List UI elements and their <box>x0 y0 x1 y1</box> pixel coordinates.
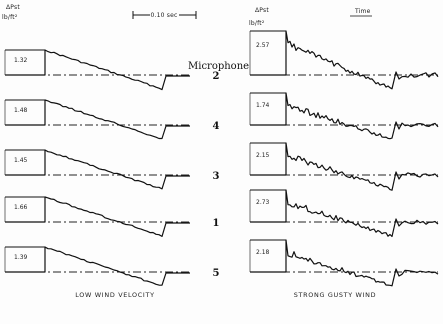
right-scale-label: Time <box>354 8 371 15</box>
pressure-trace <box>250 92 439 140</box>
pressure-trace <box>250 30 439 90</box>
microphone-number: 5 <box>213 268 220 279</box>
peak-value-label: 1.32 <box>14 57 28 64</box>
left-unit-label: lb/ft² <box>2 14 18 21</box>
pressure-trace <box>5 49 190 91</box>
pressure-trace <box>250 142 439 191</box>
right-delta-label: ΔPst <box>255 7 269 14</box>
peak-value-label: 2.73 <box>256 199 270 206</box>
left-time-scale: 0.10 sec <box>132 10 197 19</box>
microphone-title: Microphone <box>188 61 249 72</box>
pressure-trace <box>5 149 190 190</box>
microphone-number: 4 <box>213 121 220 132</box>
microphone-number-column: 2 4 3 1 5 <box>213 71 220 279</box>
pressure-trace <box>250 239 439 287</box>
left-delta-label: ΔPst <box>6 4 20 11</box>
peak-value-label: 1.74 <box>256 102 270 109</box>
left-caption: LOW WIND VELOCITY <box>75 291 154 299</box>
microphone-number: 1 <box>213 218 220 229</box>
right-trace-group: 2.57 1.74 2.15 2.73 2.18 <box>249 30 439 287</box>
peak-value-label: 1.48 <box>14 107 28 114</box>
left-trace-group: 1.32 1.48 1.45 1.66 1.39 <box>4 49 190 286</box>
microphone-number: 3 <box>213 171 220 182</box>
right-unit-label: lb/ft² <box>249 20 265 27</box>
right-caption: STRONG GUSTY WIND <box>294 291 377 299</box>
pressure-trace <box>250 189 439 238</box>
peak-value-label: 2.57 <box>256 42 270 49</box>
peak-value-label: 2.15 <box>256 152 270 159</box>
pressure-trace <box>5 246 190 286</box>
peak-value-label: 1.66 <box>14 204 28 211</box>
peak-value-label: 2.18 <box>256 249 270 256</box>
microphone-number: 2 <box>213 71 220 82</box>
peak-value-label: 1.39 <box>14 254 28 261</box>
pressure-trace <box>5 196 190 237</box>
left-scale-label: 0.10 sec <box>151 12 178 19</box>
pressure-trace <box>5 99 190 140</box>
peak-value-label: 1.45 <box>14 157 28 164</box>
